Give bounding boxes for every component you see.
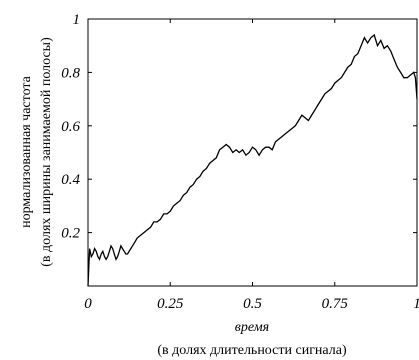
- y-axis-label: нормализованная частота: [19, 75, 34, 228]
- x-tick-label: 0: [84, 296, 92, 312]
- y-axis-label-sub: (в долях ширины занимаемой полосы): [39, 37, 54, 267]
- tick-marks: [87, 18, 418, 286]
- y-tick-label: 0.8: [61, 65, 80, 81]
- x-tick-label: 0.25: [157, 296, 184, 312]
- x-axis-label: время: [235, 320, 269, 335]
- x-tick-label: 0.75: [322, 296, 349, 312]
- tick-labels: 0 0.25 0.5 0.75 1 0.2 0.4 0.6 0.8 1: [61, 12, 419, 312]
- y-tick-label: 0.2: [61, 226, 80, 242]
- x-axis-label-sub: (в долях длительности сигнала): [157, 343, 347, 358]
- y-tick-label: 0.4: [61, 172, 80, 188]
- plot-frame: [87, 18, 418, 287]
- y-tick-label: 0.6: [61, 119, 80, 135]
- y-tick-label: 1: [73, 12, 81, 28]
- x-tick-label: 0.5: [243, 296, 262, 312]
- series-line: [87, 33, 418, 287]
- x-tick-label: 1: [413, 296, 419, 312]
